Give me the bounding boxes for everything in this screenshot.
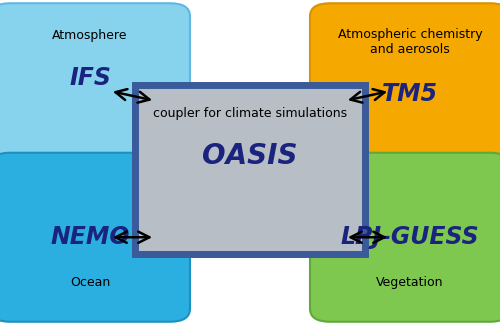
Text: Ocean: Ocean [70, 276, 110, 289]
FancyBboxPatch shape [310, 3, 500, 172]
Text: TM5: TM5 [382, 82, 438, 106]
FancyBboxPatch shape [135, 84, 365, 254]
FancyBboxPatch shape [0, 153, 190, 322]
Text: Vegetation: Vegetation [376, 276, 444, 289]
Text: IFS: IFS [69, 66, 111, 90]
Text: NEMO: NEMO [50, 225, 130, 249]
Text: LPJ-GUESS: LPJ-GUESS [340, 225, 479, 249]
FancyBboxPatch shape [310, 153, 500, 322]
FancyBboxPatch shape [0, 3, 190, 172]
Text: OASIS: OASIS [202, 142, 298, 170]
Text: Atmospheric chemistry
and aerosols: Atmospheric chemistry and aerosols [338, 28, 482, 56]
Text: Atmosphere: Atmosphere [52, 29, 128, 42]
Text: coupler for climate simulations: coupler for climate simulations [153, 107, 347, 120]
